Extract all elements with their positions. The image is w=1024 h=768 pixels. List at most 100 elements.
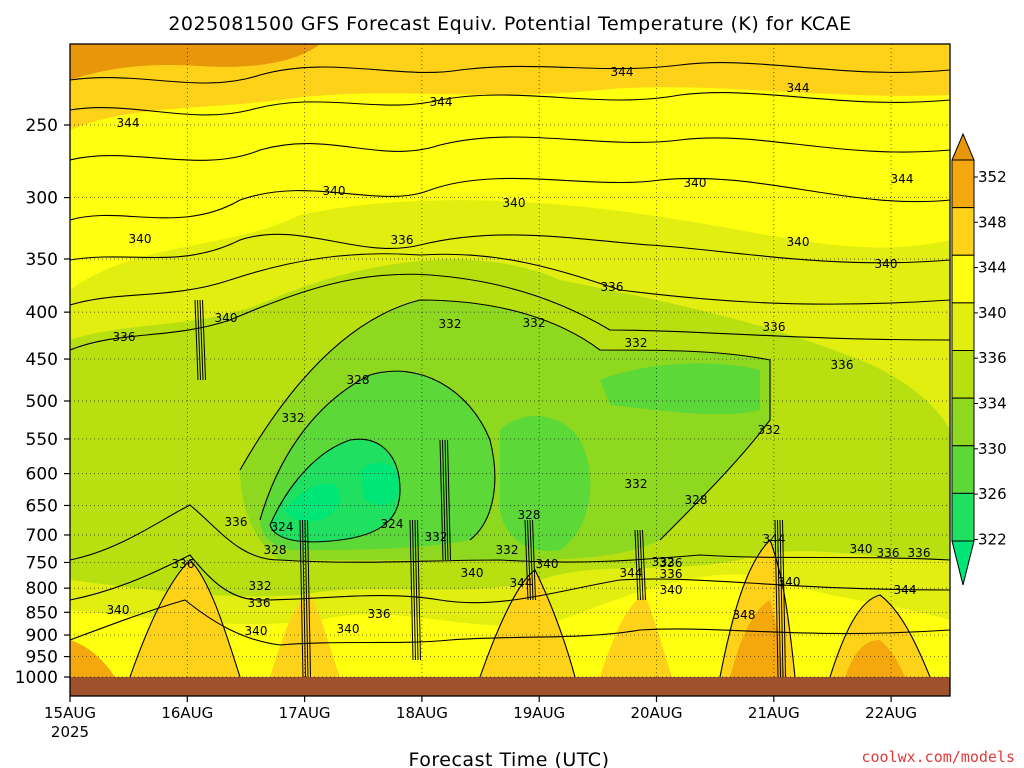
colorbar-segment [951,350,975,399]
contour-line [307,519,311,678]
plot-frame [69,43,951,697]
contour-label: 332 [282,411,305,425]
colorbar-segment [951,492,975,542]
contour-line [70,233,950,264]
contour-label: 332 [625,336,648,350]
contour-label: 328 [518,508,541,522]
watermark-text: coolwx.com/models [861,748,1015,766]
contour-label: 340 [684,176,707,190]
y-tick-label: 600 [26,465,58,485]
colorbar-segment [951,445,975,494]
x-tick-label: 22AUG [865,704,917,722]
contour-label: 328 [347,373,370,387]
contour-line [829,594,931,678]
contour-label: 340 [129,232,152,246]
contour-label: 336 [763,320,786,334]
colorbar-tick-label: 334 [978,395,1007,413]
colorbar-lower-triangle [951,540,975,586]
x-tick-sublabel: 2025 [51,723,89,741]
contour-line [259,370,496,541]
contour-label: 336 [248,596,271,610]
contour-line [634,529,639,601]
contour-label: 344 [510,576,533,590]
contour-line [527,519,531,601]
contour-label: 340 [660,583,683,597]
field-region [130,560,240,677]
x-tick-label: 16AUG [161,704,213,722]
contour-label: 340 [107,603,130,617]
field-region [600,363,760,415]
contour-line [439,439,444,561]
contour-line [442,439,446,561]
contour-label: 324 [271,520,294,534]
contour-line [70,599,950,646]
x-axis-label: Forecast Time (UTC) [409,749,610,768]
contour-line [70,177,950,221]
contour-label: 344 [891,172,914,186]
contour-line [637,529,641,601]
contour-label: 336 [368,607,391,621]
contour-label: 340 [337,622,360,636]
field-region [70,44,320,80]
contour-label: 332 [523,316,546,330]
contour-line [639,529,644,601]
colorbar-segment [951,207,975,256]
contour-label: 340 [323,184,346,198]
x-tick-label: 20AUG [631,704,683,722]
contour-label: 340 [245,624,268,638]
x-tick-label: 21AUG [748,704,800,722]
contour-label: 336 [391,233,414,247]
contour-label: 336 [172,557,195,571]
contour-line [70,92,950,116]
contour-line [199,299,204,381]
contour-line [529,519,534,601]
contour-label: 336 [660,556,683,570]
field-region [730,600,785,677]
contour-label: 336 [877,546,900,560]
colorbar-tick-label: 326 [978,485,1007,503]
contour-label: 332 [496,543,519,557]
contour-label: 344 [894,583,917,597]
contour-line [202,299,206,381]
contour-label: 340 [787,235,810,249]
contour-label: 324 [381,517,404,531]
contour-line [782,519,786,678]
field-region [500,416,591,551]
contour-label: 344 [763,532,786,546]
contour-label: 344 [611,65,634,79]
contour-line [302,519,306,678]
contour-line [70,62,950,84]
field-region [480,570,575,677]
y-tick-label: 650 [26,496,58,516]
colorbar-segment [951,302,975,351]
y-tick-label: 750 [26,553,58,573]
contour-line [479,569,576,678]
contour-line [447,439,451,561]
x-tick-label: 17AUG [279,704,331,722]
y-tick-label: 450 [26,350,58,370]
contour-label: 332 [439,317,462,331]
contour-label: 332 [425,530,448,544]
contour-line [409,519,414,661]
contour-label: 332 [249,579,272,593]
x-tick-label: 18AUG [396,704,448,722]
contour-line [719,539,796,678]
contour-line [777,519,781,678]
colorbar-tick-label: 344 [978,259,1007,277]
contour-label: 340 [875,257,898,271]
contour-line [299,519,304,678]
contour-line [70,253,950,306]
contour-line [417,519,421,661]
contour-line [239,299,771,541]
field-region [70,44,950,130]
colorbar-tick-label: 340 [978,304,1007,322]
colorbar-tick-label: 322 [978,530,1007,548]
contour-label: 336 [660,567,683,581]
x-tick-label: 19AUG [513,704,565,722]
contour-label: 336 [908,546,931,560]
contour-line [197,299,201,381]
contour-line [414,519,419,661]
contour-label: 332 [758,423,781,437]
y-tick-label: 300 [26,189,58,209]
